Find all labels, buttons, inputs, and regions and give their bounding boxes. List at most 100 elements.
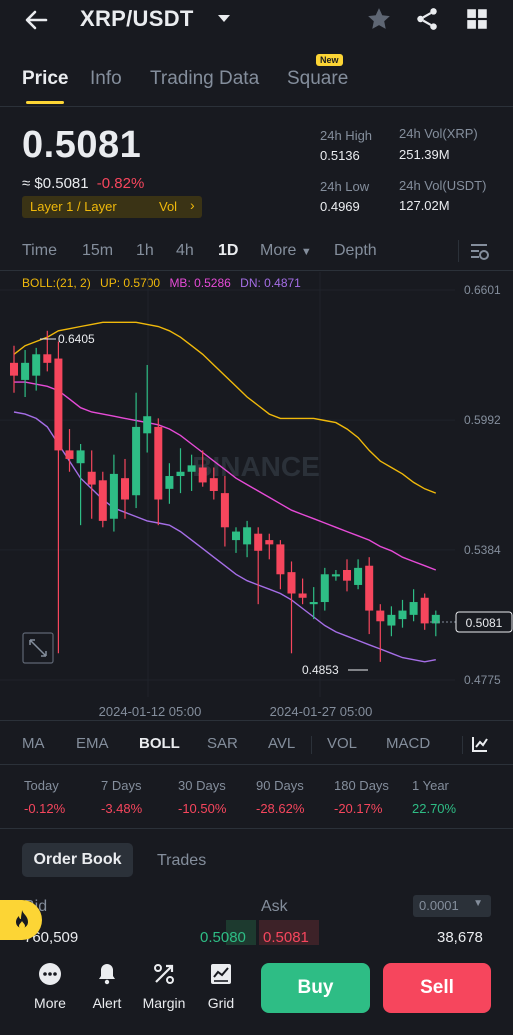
perf-today-value: -0.12% <box>24 801 66 816</box>
tf-depth[interactable]: Depth <box>334 242 377 259</box>
indicator-boll[interactable]: BOLL <box>139 735 180 752</box>
boll-up-line <box>13 321 437 494</box>
high-label: 24h High <box>320 128 373 143</box>
candle-body <box>398 610 407 620</box>
candle-body <box>176 471 185 477</box>
grid-button[interactable]: Grid <box>196 962 246 1011</box>
price-change: -0.82% <box>96 175 145 192</box>
boll-dn-line <box>13 411 436 663</box>
high-value: 0.5136 <box>320 148 360 163</box>
hot-button[interactable] <box>0 900 42 940</box>
indicator-macd[interactable]: MACD <box>386 735 431 752</box>
grid-bot-icon <box>211 964 231 984</box>
indicator-ma[interactable]: MA <box>22 735 45 752</box>
candle-body <box>298 593 307 598</box>
divider <box>458 240 459 262</box>
candle-body <box>87 471 96 485</box>
bid-price[interactable]: 0.5080 <box>200 929 246 946</box>
caret-down-icon: ▼ <box>300 246 312 258</box>
y-axis: 0.6601 0.5992 0.5384 0.4775 <box>464 283 501 687</box>
candle-body <box>165 476 174 489</box>
more-button[interactable]: More <box>25 962 75 1011</box>
indicator-ema[interactable]: EMA <box>76 735 109 752</box>
candle-body <box>65 450 74 459</box>
percent-icon <box>154 964 174 984</box>
buy-button[interactable]: Buy <box>261 963 370 1013</box>
tf-15m[interactable]: 15m <box>82 242 114 259</box>
grid-layout-icon[interactable] <box>464 6 490 32</box>
candle-body <box>265 540 274 545</box>
precision-select[interactable]: 0.0001 ▼ <box>413 895 491 917</box>
category-tag-label: Layer 1 / Layer <box>30 199 117 214</box>
indicator-avl[interactable]: AVL <box>268 735 296 752</box>
candle-body <box>409 602 418 615</box>
ask-price[interactable]: 0.5081 <box>263 929 309 946</box>
precision-value: 0.0001 <box>419 898 459 913</box>
tf-1d[interactable]: 1D <box>218 242 239 259</box>
candle-body <box>187 465 196 472</box>
candle-body <box>98 480 107 521</box>
indicator-settings-icon[interactable] <box>470 734 490 754</box>
margin-label: Margin <box>142 995 186 1011</box>
boll-up: UP: 0.5700 <box>100 276 161 290</box>
bid-depth-bar <box>226 920 256 945</box>
last-price: 0.5081 <box>22 124 142 166</box>
margin-button[interactable]: Margin <box>139 962 189 1011</box>
tab-order-book[interactable]: Order Book <box>22 843 133 877</box>
watermark: BINANCE <box>192 451 320 482</box>
tf-more[interactable]: More ▼ <box>260 242 312 260</box>
tf-1h[interactable]: 1h <box>136 242 154 259</box>
vol-usdt-value: 127.02M <box>399 198 450 213</box>
back-arrow-icon[interactable] <box>22 6 50 34</box>
divider <box>0 106 513 107</box>
chevron-down-icon[interactable] <box>216 10 232 26</box>
current-price-marker[interactable]: 0.5081 <box>430 611 513 633</box>
candles <box>10 330 440 662</box>
high-annotation-label: 0.6405 <box>58 332 95 346</box>
candle-body <box>76 450 85 464</box>
star-icon[interactable] <box>366 6 392 32</box>
candle-body <box>254 533 263 551</box>
high-annotation: 0.6405 <box>40 332 95 346</box>
fullscreen-icon[interactable] <box>22 632 54 664</box>
alert-button[interactable]: Alert <box>82 962 132 1011</box>
perf-90d-label: 90 Days <box>256 778 304 793</box>
tab-price[interactable]: Price <box>22 68 69 89</box>
chart-settings-icon[interactable] <box>468 240 490 262</box>
more-icon <box>39 963 61 985</box>
tab-trades[interactable]: Trades <box>157 852 207 869</box>
indicator-sar[interactable]: SAR <box>207 735 238 752</box>
perf-7d-label: 7 Days <box>101 778 142 793</box>
tab-square[interactable]: Square <box>287 68 349 89</box>
boll-params: BOLL:(21, 2) <box>22 276 91 290</box>
perf-180d-value: -20.17% <box>334 801 383 816</box>
vol-xrp-value: 251.39M <box>399 147 450 162</box>
candle-body <box>387 614 396 626</box>
pair-title[interactable]: XRP/USDT <box>80 6 194 31</box>
candle-body <box>287 572 296 594</box>
tf-4h[interactable]: 4h <box>176 242 194 259</box>
tab-trading-data[interactable]: Trading Data <box>150 68 260 89</box>
candle-body <box>376 610 385 622</box>
bell-icon <box>99 964 115 985</box>
current-price-label: 0.5081 <box>466 616 503 630</box>
tf-time[interactable]: Time <box>22 242 57 259</box>
fire-icon <box>16 910 28 929</box>
share-icon[interactable] <box>414 6 440 32</box>
category-tag[interactable]: Layer 1 / Layer Vol › <box>22 196 202 218</box>
divider <box>0 270 513 271</box>
boll-mb-line <box>14 381 437 571</box>
top-bar: XRP/USDT <box>0 0 513 42</box>
candle-body <box>276 544 285 575</box>
tab-info[interactable]: Info <box>90 68 122 89</box>
candle-body <box>320 574 329 603</box>
perf-30d-value: -10.50% <box>178 801 227 816</box>
candle-body <box>365 565 374 611</box>
candle-body <box>209 478 218 491</box>
candlestick-chart[interactable]: BINANCE 0.6601 0.5992 0.5384 0.4775 2024-01… <box>0 272 513 720</box>
candle-body <box>143 416 152 434</box>
sell-button[interactable]: Sell <box>383 963 491 1013</box>
perf-30d-label: 30 Days <box>178 778 226 793</box>
vol-usdt-label: 24h Vol(USDT) <box>399 178 487 193</box>
indicator-vol[interactable]: VOL <box>327 735 358 752</box>
